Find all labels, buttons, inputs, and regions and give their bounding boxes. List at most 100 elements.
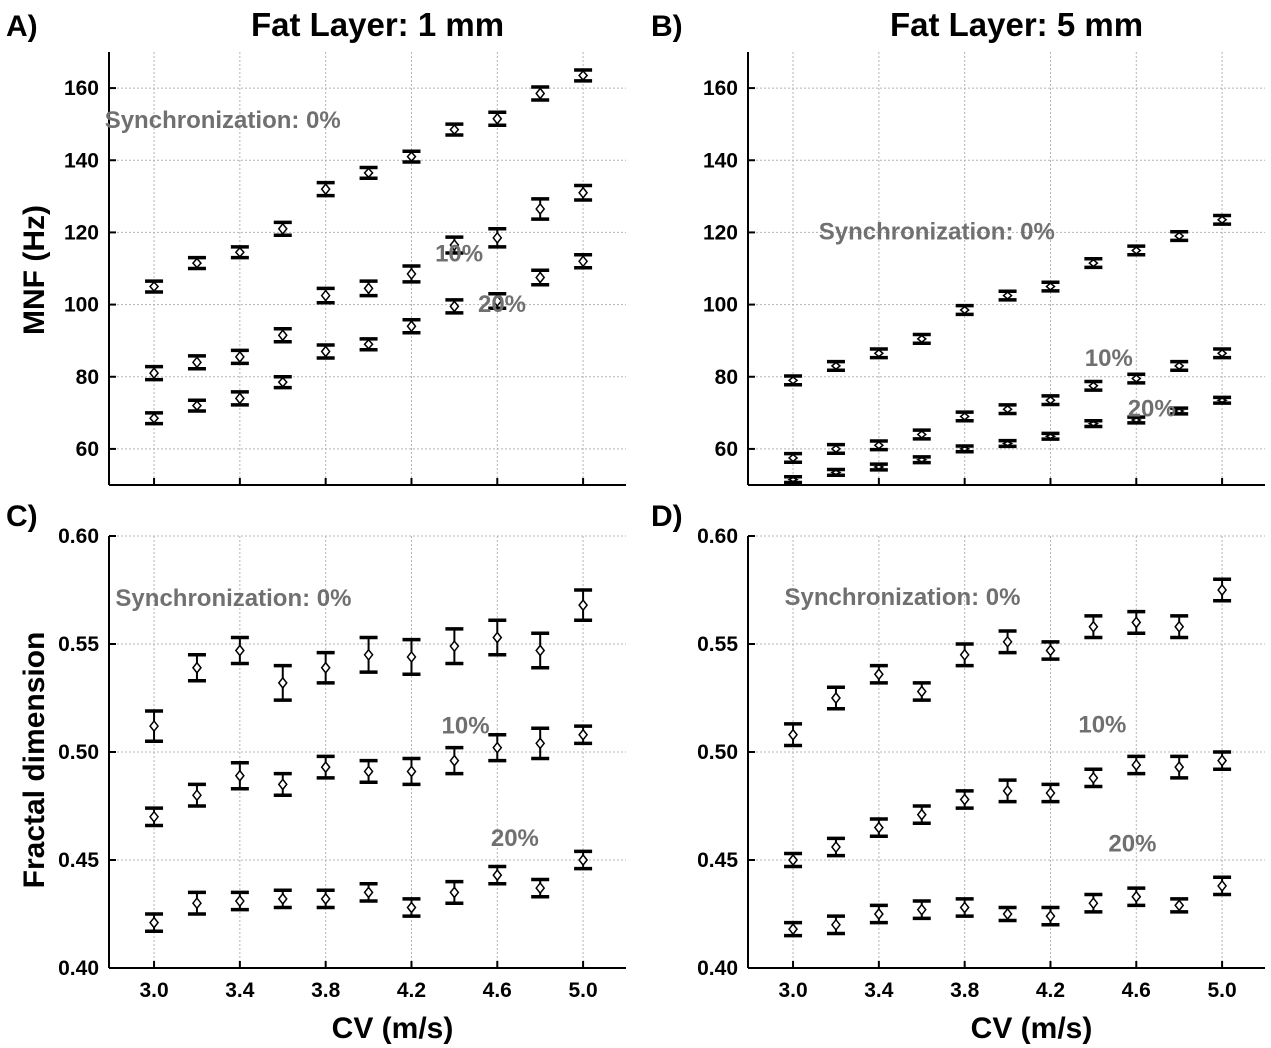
data-point <box>1045 909 1056 923</box>
data-point <box>535 881 546 895</box>
series-0 <box>784 213 1232 387</box>
series-annotation: 10% <box>435 240 483 267</box>
x-tick-label: 4.2 <box>397 979 426 1002</box>
series-annotation: 10% <box>1085 345 1133 372</box>
y-axis-title-top: MNF (Hz) <box>18 205 51 335</box>
data-point <box>958 446 971 452</box>
y-tick-label: 0.40 <box>58 957 99 980</box>
y-tick-label: 0.55 <box>697 633 738 656</box>
data-point <box>492 294 503 308</box>
data-point <box>191 661 202 674</box>
data-point <box>191 257 202 269</box>
x-tick-label: 3.8 <box>311 979 341 1002</box>
series-annotation: 20% <box>491 825 539 852</box>
series-1 <box>784 347 1232 465</box>
data-point <box>363 648 374 662</box>
data-point <box>1001 440 1014 447</box>
data-point <box>320 182 331 196</box>
data-point <box>277 222 288 236</box>
data-point <box>1216 397 1228 404</box>
x-tick-label: 3.0 <box>139 979 168 1002</box>
data-point <box>1045 644 1056 657</box>
y-tick-label: 0.50 <box>58 741 99 764</box>
data-point <box>959 412 970 421</box>
data-point <box>406 151 417 163</box>
x-tick-label: 3.4 <box>225 979 255 1002</box>
panel-d: 0.40 0.45 0.50 0.55 0.60 3.0 3.4 3.8 4.2 4.6 5.0 CV… <box>651 500 1265 1045</box>
y-tick-label: 140 <box>703 149 738 172</box>
data-point <box>535 87 546 100</box>
panel-a: 60 80 100 120 140 160 A) Fat Layer: 1 mm Synchro… <box>6 6 626 486</box>
y-tick-label: 140 <box>64 149 99 172</box>
data-point <box>363 167 374 179</box>
data-point <box>191 400 202 412</box>
data-point <box>449 124 460 136</box>
y-tick-label: 160 <box>703 77 738 100</box>
x-tick-label: 5.0 <box>568 979 597 1002</box>
data-point <box>1045 282 1056 291</box>
data-point <box>1131 758 1142 772</box>
y-tick-label: 0.60 <box>58 525 99 548</box>
data-point <box>830 469 842 476</box>
data-point <box>1002 635 1013 649</box>
data-point <box>535 644 546 657</box>
data-point <box>535 271 546 284</box>
data-point <box>959 793 970 806</box>
data-point <box>1216 348 1228 358</box>
data-point <box>535 737 546 750</box>
data-point <box>873 348 885 358</box>
data-point <box>406 901 417 914</box>
data-point <box>320 661 331 674</box>
data-point <box>149 719 160 733</box>
data-point <box>1087 420 1100 427</box>
data-point <box>1174 361 1185 371</box>
data-point <box>830 361 842 371</box>
y-tick-label: 80 <box>76 366 99 389</box>
data-point <box>1174 899 1185 912</box>
series-annotation: 10% <box>1078 712 1126 739</box>
data-point <box>191 788 202 802</box>
data-point <box>277 676 288 690</box>
data-point <box>406 267 417 281</box>
data-point <box>1217 583 1228 597</box>
data-point <box>830 840 841 854</box>
data-point <box>1088 896 1099 910</box>
x-tick-label: 3.0 <box>778 979 807 1002</box>
series-annotation: 20% <box>478 291 526 318</box>
x-axis-title: CV (m/s) <box>971 1012 1093 1045</box>
x-tick-label: 4.6 <box>483 979 512 1002</box>
series-annotation: Synchronization: 0% <box>784 584 1020 611</box>
data-point <box>320 345 331 358</box>
data-point <box>873 907 884 921</box>
data-point <box>363 886 374 899</box>
panel-letter: A) <box>6 10 38 43</box>
y-tick-label: 0.45 <box>697 849 738 872</box>
data-point <box>234 894 245 908</box>
series-2 <box>784 395 1232 484</box>
x-tick-label: 3.8 <box>950 979 980 1002</box>
y-axis-title-bottom: Fractal dimension <box>18 632 51 889</box>
x-tick-label: 4.6 <box>1122 979 1151 1002</box>
data-point <box>1174 231 1185 241</box>
data-point <box>788 853 799 867</box>
y-tick-label: 0.45 <box>58 849 99 872</box>
data-point <box>320 760 331 774</box>
data-point <box>916 456 928 463</box>
data-point <box>830 918 841 932</box>
data-point <box>1088 258 1099 268</box>
data-point <box>1002 907 1013 921</box>
data-point <box>449 639 460 653</box>
data-point <box>1130 417 1142 423</box>
data-layer <box>784 213 1232 484</box>
data-layer <box>145 588 593 934</box>
data-point <box>406 320 417 333</box>
data-point <box>1174 760 1185 774</box>
data-point <box>578 598 589 612</box>
data-point <box>320 289 331 302</box>
data-point <box>149 810 160 824</box>
data-point <box>873 821 884 834</box>
data-point <box>1131 374 1142 383</box>
panel-c: 0.40 0.45 0.50 0.55 0.60 3.0 3.4 3.8 4.2 4.6 5.0 CV… <box>6 500 626 1045</box>
data-point <box>449 754 460 767</box>
data-point <box>234 350 245 364</box>
